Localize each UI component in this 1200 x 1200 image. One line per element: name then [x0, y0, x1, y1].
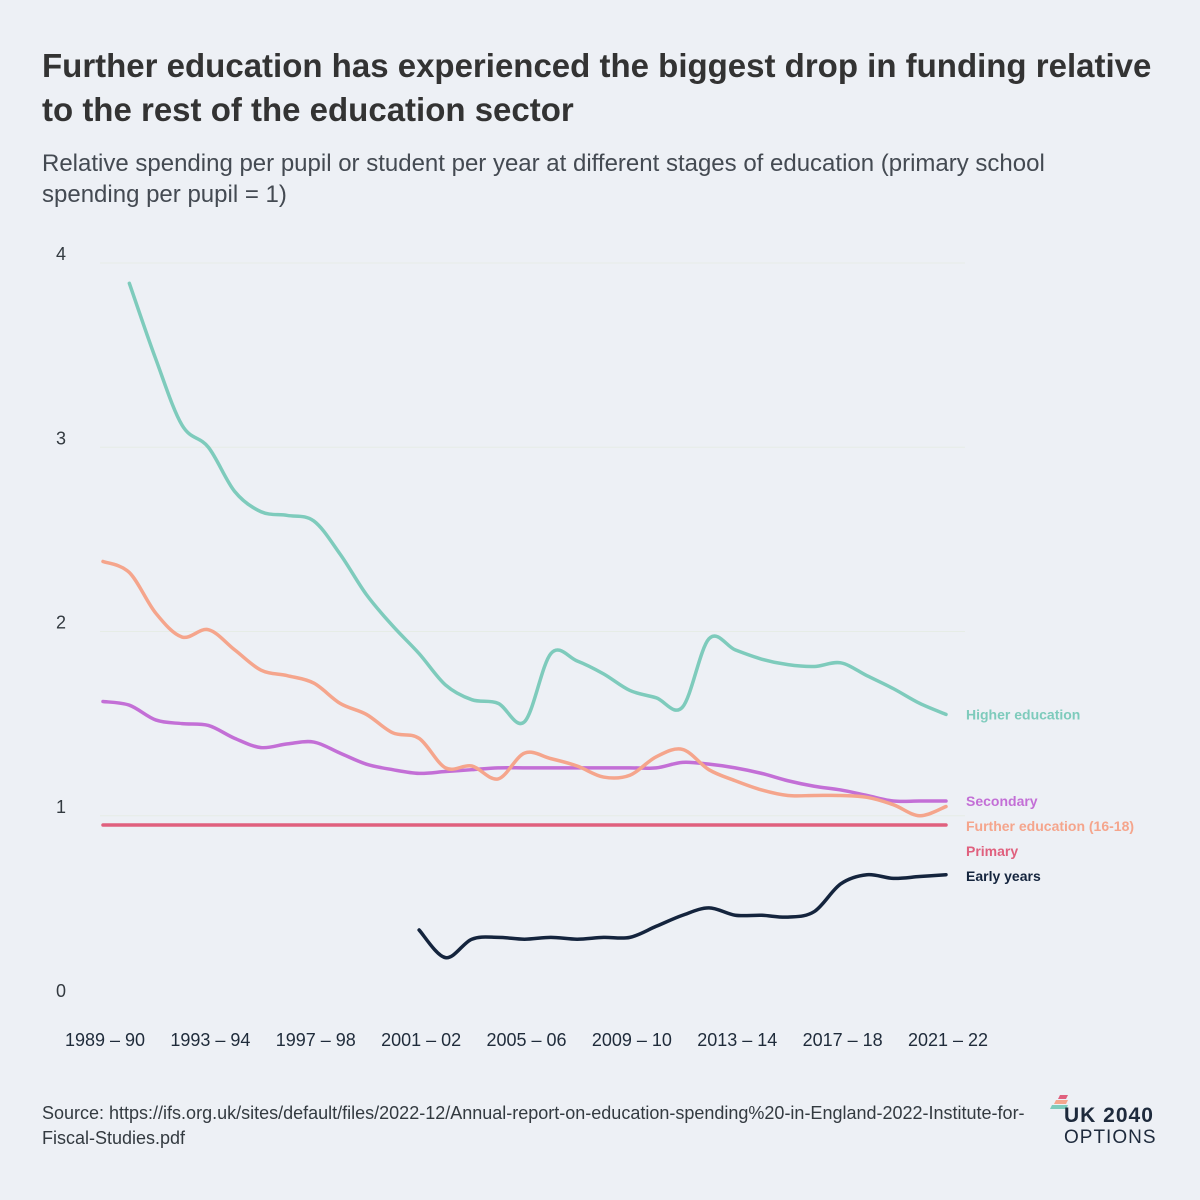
series-line-higher-education [127, 281, 948, 726]
series-line-secondary [101, 699, 948, 804]
y-tick-label: 2 [56, 613, 66, 633]
line-chart: 0 1 2 3 4 1989 – 90 1993 – 94 1997 – 98 2001 – … [56, 244, 1134, 1050]
x-tick-label: 2005 – 06 [486, 1030, 566, 1050]
series-label-early-years: Early years [966, 868, 1041, 884]
x-tick-label: 1997 – 98 [276, 1030, 356, 1050]
uk-2040-options-logo: UK 2040 OPTIONS [1044, 1092, 1174, 1152]
gridlines [100, 262, 965, 817]
x-tick-label: 2017 – 18 [803, 1030, 883, 1050]
logo-line-2: OPTIONS [1064, 1127, 1157, 1148]
series-label-secondary: Secondary [966, 793, 1038, 809]
y-tick-label: 4 [56, 244, 66, 264]
chart-title: Further education has experienced the bi… [42, 47, 1152, 128]
chart-subtitle: Relative spending per pupil or student p… [42, 150, 1045, 208]
y-tick-label: 0 [56, 981, 66, 1001]
x-tick-label: 1993 – 94 [170, 1030, 250, 1050]
series-lines [101, 281, 948, 960]
x-tick-label: 2021 – 22 [908, 1030, 988, 1050]
x-tick-label: 1989 – 90 [65, 1030, 145, 1050]
logo-stripes-icon [1050, 1095, 1068, 1109]
logo-line-1: UK 2040 [1064, 1104, 1154, 1127]
y-tick-label: 3 [56, 428, 66, 448]
x-tick-label: 2013 – 14 [697, 1030, 777, 1050]
y-tick-label: 1 [56, 797, 66, 817]
series-line-early-years [417, 872, 948, 960]
series-line-further-education-16-18 [101, 559, 948, 818]
series-label-further-education-16-18: Further education (16-18) [966, 818, 1134, 834]
x-tick-label: 2009 – 10 [592, 1030, 672, 1050]
series-label-higher-education: Higher education [966, 706, 1080, 722]
source-note: Source: https://ifs.org.uk/sites/default… [42, 1103, 1025, 1148]
series-label-primary: Primary [966, 843, 1018, 859]
x-axis-ticks: 1989 – 90 1993 – 94 1997 – 98 2001 – 02 2005… [65, 1030, 988, 1050]
y-axis-ticks: 0 1 2 3 4 [56, 244, 66, 1001]
series-labels: Higher education Secondary Further educati… [966, 706, 1134, 884]
x-tick-label: 2001 – 02 [381, 1030, 461, 1050]
